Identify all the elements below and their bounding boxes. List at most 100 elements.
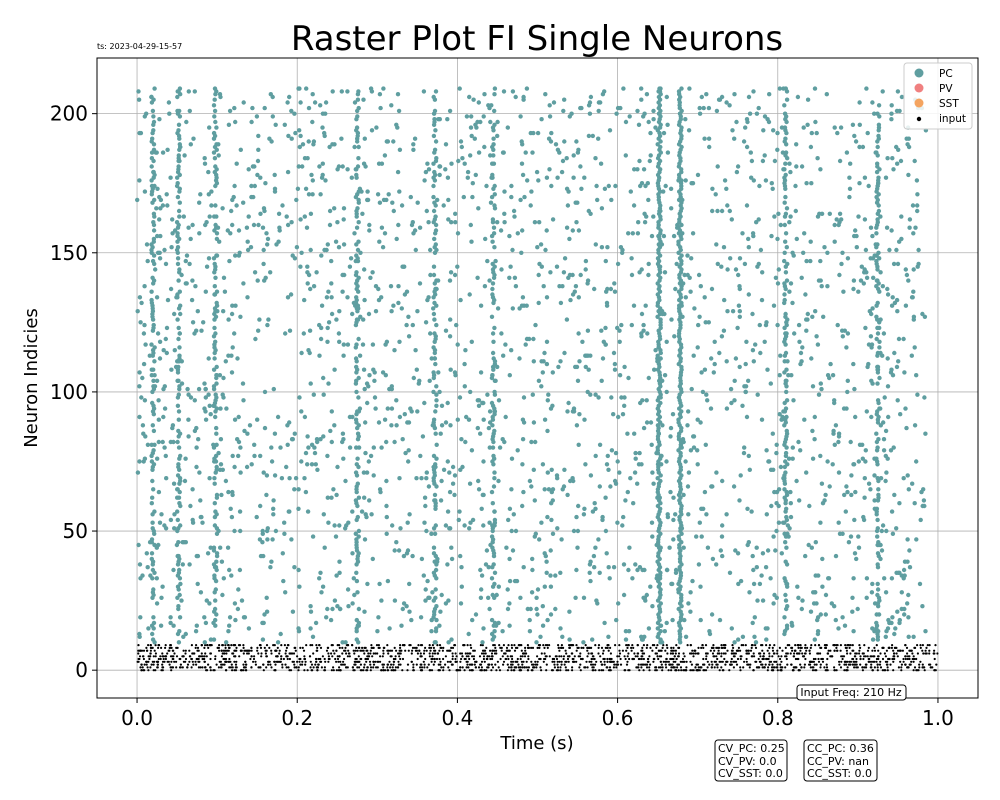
input-spike [801, 652, 804, 655]
pc-spike [496, 584, 501, 589]
input-spike [247, 649, 250, 652]
pc-spike [370, 270, 375, 275]
pc-spike [356, 375, 361, 381]
pc-spike [727, 570, 733, 575]
input-spike [843, 663, 846, 666]
pc-spike [367, 222, 372, 228]
pc-spike [151, 448, 156, 453]
input-spike [176, 646, 179, 650]
input-spike [523, 655, 527, 658]
pc-spike [492, 581, 497, 587]
pc-spike [775, 281, 781, 286]
input-spike [145, 663, 148, 666]
pc-spike [662, 270, 668, 275]
pc-spike [851, 278, 857, 283]
input-spike [462, 644, 465, 647]
input-spike [602, 669, 605, 672]
input-spike [419, 666, 422, 669]
input-spike [641, 646, 644, 650]
pc-spike [214, 231, 220, 236]
input-spike [426, 666, 429, 669]
pc-spike [213, 339, 218, 344]
pc-spike [671, 233, 677, 239]
pc-spike [540, 623, 546, 628]
pc-spike [852, 551, 858, 556]
pc-spike [229, 370, 235, 375]
pc-spike [626, 375, 631, 381]
pc-spike [497, 445, 503, 450]
pc-spike [509, 528, 514, 534]
input-spike [368, 660, 372, 663]
pc-spike [750, 231, 756, 236]
pc-spike [356, 239, 361, 244]
pc-spike [432, 492, 438, 498]
pc-spike [137, 384, 142, 389]
input-spike [636, 644, 639, 647]
pc-spike [404, 289, 410, 294]
pc-spike [850, 609, 855, 614]
pc-spike [448, 270, 454, 275]
input-spike [717, 649, 720, 652]
input-spike [868, 657, 871, 661]
pc-spike [782, 222, 787, 228]
pc-spike [276, 239, 281, 244]
pc-spike [812, 414, 817, 420]
pc-spike [506, 517, 511, 523]
pc-spike [884, 528, 889, 534]
input-spike [173, 652, 176, 655]
pc-spike [175, 553, 180, 559]
pc-spike [336, 245, 342, 250]
pc-spike [338, 606, 343, 612]
input-spike [280, 655, 283, 658]
pc-spike [149, 459, 155, 464]
pc-spike [916, 261, 921, 267]
input-spike [697, 666, 700, 669]
pc-spike [482, 284, 488, 289]
input-spike [794, 649, 797, 652]
input-spike [704, 652, 708, 655]
pc-spike [769, 233, 774, 239]
pc-spike [203, 417, 209, 422]
pc-spike [265, 236, 271, 242]
pc-spike [805, 311, 810, 317]
input-spike [195, 663, 198, 666]
input-spike [493, 652, 497, 655]
input-spike [881, 657, 885, 661]
input-spike [862, 657, 865, 661]
pc-spike [377, 581, 382, 587]
pc-spike [540, 370, 545, 375]
input-spike [597, 652, 600, 655]
pc-spike [149, 556, 154, 562]
input-spike [280, 644, 283, 647]
input-spike [502, 663, 505, 666]
input-spike [919, 644, 922, 647]
pc-spike [854, 245, 859, 250]
input-spike [164, 657, 167, 661]
pc-spike [567, 637, 572, 642]
pc-spike [354, 270, 359, 275]
pc-spike [376, 420, 382, 425]
input-spike [139, 649, 142, 652]
input-spike [374, 660, 377, 663]
pc-spike [211, 442, 216, 447]
pc-spike [775, 322, 780, 328]
input-spike [656, 644, 659, 647]
input-spike [209, 657, 212, 661]
pc-spike [293, 476, 299, 481]
pc-spike [399, 623, 404, 628]
pc-spike [265, 526, 270, 531]
pc-spike [802, 231, 807, 236]
pc-spike [611, 565, 617, 570]
pc-spike [164, 350, 169, 356]
input-spike [142, 649, 146, 652]
pc-spike [463, 348, 468, 353]
input-spike [173, 660, 176, 663]
input-spike [839, 666, 843, 669]
pc-spike [535, 587, 541, 592]
pc-spike [836, 470, 842, 475]
pc-spike [214, 236, 220, 242]
input-spike [884, 660, 888, 663]
pc-spike [348, 256, 354, 261]
pc-spike [913, 225, 918, 230]
input-spike [292, 652, 296, 655]
